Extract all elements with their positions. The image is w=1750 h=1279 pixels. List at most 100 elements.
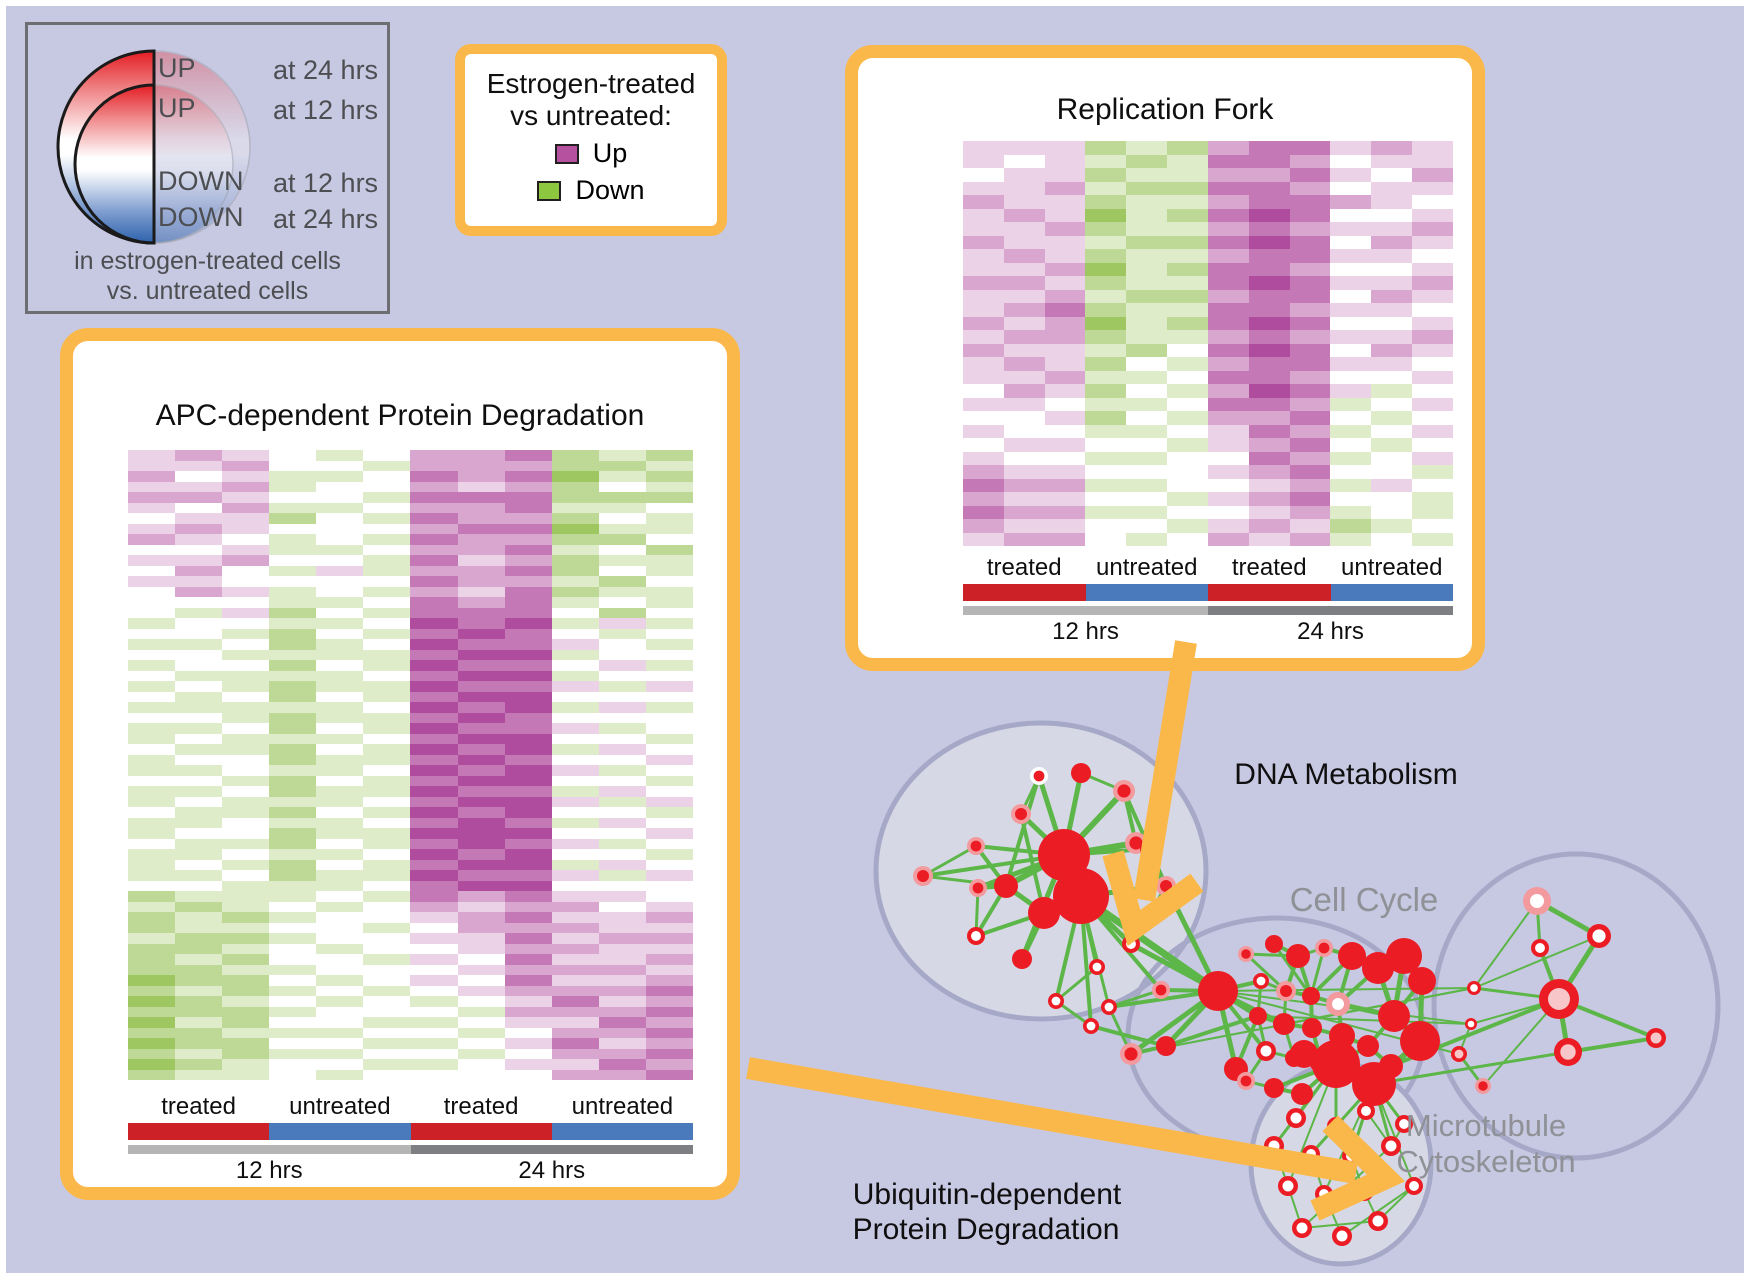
heatmap-cell [1003,276,1045,290]
heatmap-cell [1126,492,1168,506]
heatmap-cell [128,880,176,891]
heatmap-cell [128,597,176,608]
network-edge [1234,1014,1260,1071]
network-edge [1062,847,1150,857]
heatmap-cell [175,576,223,587]
heatmap-cell [269,1048,317,1059]
heatmap-cell [457,975,505,986]
network-edge [1333,1033,1345,1067]
heatmap-cell [410,954,458,965]
heatmap-cell [457,1038,505,1049]
heatmap-cell [175,912,223,923]
network-edge [1244,1079,1276,1090]
heatmap-cell [645,1027,693,1038]
heatmap-cell [269,460,317,471]
heatmap-cell [363,471,411,482]
heatmap-cell [410,1038,458,1049]
heatmap-cell [551,702,599,713]
heatmap-cell [175,859,223,870]
heatmap-cell [128,1048,176,1059]
heatmap-cell [1412,154,1453,168]
arrow-rf-to-dna-head-icon [1102,850,1204,947]
heatmap-cell [269,922,317,933]
heatmap-cell [1371,262,1413,276]
heatmap-cell [598,597,646,608]
heatmap-cell [504,607,552,618]
network-node-s [1408,967,1436,995]
heatmap-cell [175,943,223,954]
network-edge [1089,1024,1168,1048]
network-node-s [994,874,1018,898]
treated-bar [963,584,1086,601]
heatmap-cell [1248,519,1290,533]
heatmap-cell [1207,492,1249,506]
heatmap-cell [316,513,364,524]
heatmap-cell [1126,316,1168,330]
heatmap-cell [551,649,599,660]
network-edge [1458,1023,1472,1055]
heatmap-cell [1289,316,1331,330]
heatmap-cell [269,586,317,597]
network-edge [1078,883,1169,899]
heatmap-cell [175,534,223,545]
heatmap-cell [1330,411,1372,425]
network-edge [1331,1059,1379,1089]
heatmap-cell [128,859,176,870]
heatmap-cell [1126,532,1168,546]
heatmap-cell [1371,411,1413,425]
heatmap-cell [1289,208,1331,222]
heatmap-cell [963,289,1004,303]
heatmap-cell [457,964,505,975]
heatmap-cell [269,954,317,965]
network-edge [1301,1051,1339,1067]
heatmap-cell [316,523,364,534]
network-edge [1079,894,1111,1009]
heatmap-cell [175,670,223,681]
heatmap-cell [128,849,176,860]
heatmap-cell [269,618,317,629]
heatmap-cell [316,754,364,765]
heatmap-cell [410,1017,458,1028]
network-node-ph [1152,981,1170,999]
network-edge [1163,988,1221,1049]
heatmap-cell [1167,357,1208,371]
heatmap-cell [316,985,364,996]
network-edge [1365,1110,1392,1147]
heatmap-cell [175,975,223,986]
network-edge [1107,989,1220,1009]
network-edge [1375,953,1407,971]
heatmap-cell [410,796,458,807]
network-node-rw [1332,1226,1352,1246]
network-node-s [1309,1049,1333,1073]
heatmap-cell [457,1027,505,1038]
heatmap-cell [504,1038,552,1049]
heatmap-cell [316,807,364,818]
heatmap-cell [1248,451,1290,465]
network-edge [1388,1038,1423,1069]
network-node-ph [1125,832,1147,854]
heatmap-cell [1207,316,1249,330]
heatmap-cell [410,985,458,996]
network-edge [974,844,1066,857]
heatmap-cell [222,565,270,576]
heatmap-cell [551,639,599,650]
network-node-wh [1030,767,1048,785]
apc-degradation-panel: APC-dependent Protein Degradation treate… [60,328,740,1200]
heatmap-cell [410,975,458,986]
network-edge [1134,841,1150,851]
heatmap-cell [175,796,223,807]
heatmap-cell [128,912,176,923]
heatmap-cell [598,786,646,797]
network-edge [1309,946,1326,998]
network-edge [1473,935,1600,989]
network-edge [1348,1068,1377,1087]
heatmap-cell [1167,303,1208,317]
heatmap-cell [551,534,599,545]
network-node-rw [967,927,985,945]
heatmap-cell [1248,411,1290,425]
heatmap-cell [175,775,223,786]
heatmap-cell [598,796,646,807]
heatmap-cell [1207,411,1249,425]
heatmap-cell [1412,411,1453,425]
heatmap-cell [1044,532,1086,546]
